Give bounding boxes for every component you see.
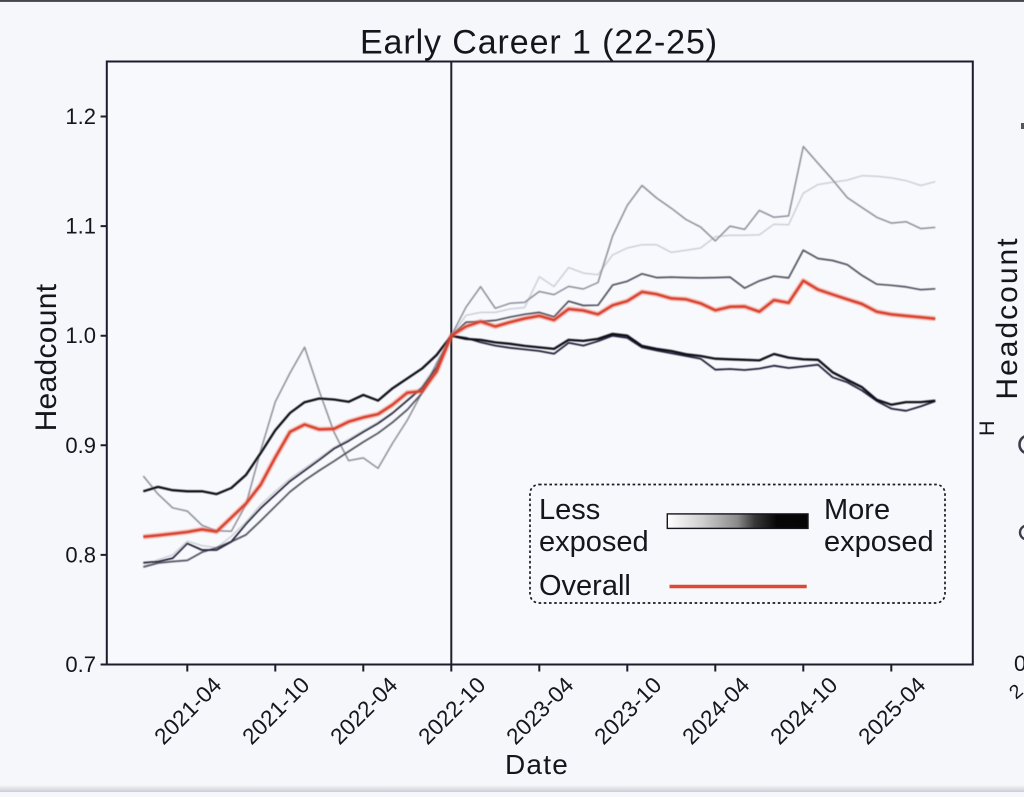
svg-text:0.7: 0.7 [65,652,96,677]
svg-text:More: More [824,494,890,526]
svg-text:exposed: exposed [824,526,934,558]
svg-text:1.1: 1.1 [65,214,96,239]
svg-text:1.0: 1.0 [65,323,96,348]
svg-text:Early Career 1 (22-25): Early Career 1 (22-25) [360,24,718,62]
svg-text:0.: 0. [1014,651,1024,676]
svg-text:1.2: 1.2 [65,104,96,129]
svg-text:0.8: 0.8 [65,542,96,567]
svg-text:Headcount: Headcount [30,283,63,431]
svg-text:0.9: 0.9 [65,433,96,458]
svg-text:Headcount: Headcount [991,236,1024,399]
svg-text:Overall: Overall [539,570,631,602]
svg-text:Less: Less [539,494,600,526]
svg-text:exposed: exposed [539,526,649,558]
svg-text:H: H [975,420,999,436]
svg-text:Date: Date [505,749,569,780]
